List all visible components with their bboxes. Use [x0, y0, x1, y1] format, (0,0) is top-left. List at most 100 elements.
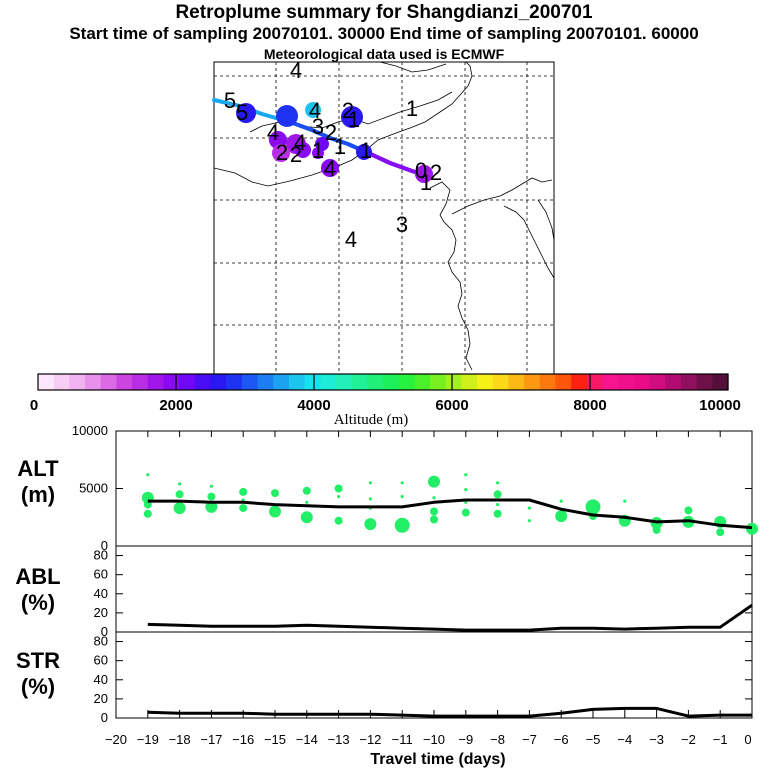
colorbar-swatch	[680, 374, 698, 390]
cluster-number: 2	[342, 98, 354, 123]
time-series-panels: ALT (m) ABL (%) STR (%) 0 5000 10000 0 20 40…	[15, 423, 758, 768]
x-tick-label: −10	[423, 732, 445, 747]
colorbar-swatch	[445, 374, 463, 390]
particle-dot	[585, 499, 601, 515]
y-tick-label: 80	[94, 548, 108, 563]
x-tick-label: −14	[296, 732, 318, 747]
altitude-colorbar: 0 2000 4000 6000 8000 10000 Altitude (m)	[30, 373, 741, 428]
map-coastlines	[213, 61, 555, 371]
particle-dot	[684, 506, 693, 515]
particle-dot	[146, 473, 150, 477]
cluster-number: 5	[236, 100, 248, 125]
colorbar-swatch	[524, 374, 541, 390]
colorbar-tick: 6000	[435, 397, 468, 414]
particle-dot	[205, 500, 218, 513]
colorbar-swatch	[320, 374, 337, 390]
str-y-ticks: 0 20 40 60 80	[94, 634, 752, 725]
abl-y-ticks: 0 20 40 60 80	[94, 548, 752, 639]
y-tick-label: 60	[94, 567, 108, 582]
cluster-labels: 4 5 4 2 1 1 3 2 1 4 4 5 1 1 4 0 2 1 3 4 …	[224, 58, 442, 252]
colorbar-swatch	[38, 374, 55, 390]
colorbar-swatch	[414, 374, 431, 390]
colorbar-swatch	[241, 374, 259, 390]
y-tick-label: 20	[94, 691, 108, 706]
colorbar-dividers	[175, 374, 591, 390]
cluster-number: 1	[312, 138, 324, 163]
colorbar-label: Altitude (m)	[334, 412, 409, 428]
particle-dot	[400, 495, 404, 499]
y-tick-label: 80	[94, 634, 108, 649]
colorbar-swatch	[304, 374, 321, 390]
colorbar-swatch	[147, 374, 165, 390]
y-tick-label: 40	[94, 672, 108, 687]
colorbar-swatch	[508, 374, 525, 390]
cluster-number: 4	[267, 120, 279, 145]
colorbar-tick: 2000	[159, 397, 192, 414]
particle-dot	[464, 488, 468, 492]
alt-unit: (m)	[21, 482, 55, 507]
particle-dot	[430, 507, 438, 516]
particle-dot	[716, 528, 725, 537]
met-data-note: Meteorological data used is ECMWF	[263, 46, 505, 62]
colorbar-swatch	[430, 374, 447, 390]
particle-dot	[461, 508, 470, 517]
particle-dot	[239, 487, 248, 496]
x-tick-label: 0	[744, 732, 751, 747]
x-tick-label: −8	[490, 732, 505, 747]
colorbar-frame	[37, 373, 729, 391]
particle-dot	[555, 510, 568, 523]
colorbar-swatch	[602, 374, 619, 390]
colorbar-swatch	[696, 374, 713, 390]
x-tick-label: −19	[137, 732, 159, 747]
cluster-number: 2	[430, 160, 442, 185]
x-tick-label: −16	[232, 732, 254, 747]
y-tick-label: 0	[101, 624, 108, 639]
cluster-number: 2	[290, 142, 302, 167]
colorbar-swatch	[132, 374, 149, 390]
colorbar-swatch	[273, 374, 290, 390]
colorbar-tick: 0	[30, 397, 38, 414]
cluster-number: 2	[276, 140, 288, 165]
x-tick-label: −13	[328, 732, 350, 747]
particle-dot	[527, 506, 532, 510]
colorbar-swatch	[69, 374, 86, 390]
x-tick-label: −18	[169, 732, 191, 747]
chart-title: Retroplume summary for Shangdianzi_20070…	[175, 2, 593, 23]
colorbar-swatch	[383, 374, 400, 390]
particle-dot	[428, 475, 440, 488]
colorbar-tick: 4000	[297, 397, 330, 414]
trajectory-clusters	[236, 102, 433, 183]
cluster-number: 4	[345, 227, 357, 252]
particle-dot	[334, 484, 343, 493]
colorbar-swatch	[288, 374, 306, 390]
x-tick-label: −3	[649, 732, 664, 747]
particle-dot	[527, 519, 532, 523]
colorbar-swatch	[257, 374, 274, 390]
x-tick-label: −1	[713, 732, 728, 747]
cluster-number: 4	[294, 130, 306, 155]
particle-dot	[143, 509, 152, 518]
colorbar-swatch	[367, 374, 384, 390]
colorbar-swatch	[633, 374, 651, 390]
colorbar-swatch	[398, 374, 415, 390]
x-tick-label: −9	[458, 732, 473, 747]
colorbar-swatch	[226, 374, 243, 390]
particle-dot	[368, 497, 372, 501]
colorbar-tick: 10000	[699, 397, 741, 414]
x-tick-label: −5	[586, 732, 601, 747]
x-tick-label: −6	[554, 732, 569, 747]
colorbar-swatch	[53, 374, 70, 390]
panels-frame	[115, 430, 753, 719]
particle-dot	[493, 490, 502, 499]
particle-dot	[271, 489, 279, 498]
cluster-number: 1	[348, 107, 360, 132]
x-tick-label: −2	[681, 732, 696, 747]
particle-dot	[394, 517, 410, 533]
colorbar-swatch	[100, 374, 118, 390]
abl-label: ABL	[15, 564, 60, 589]
y-tick-label: 10000	[72, 423, 108, 438]
particle-dot	[269, 505, 281, 518]
series-lines	[147, 498, 753, 718]
particle-dot	[178, 482, 182, 486]
particle-dot	[464, 473, 468, 477]
